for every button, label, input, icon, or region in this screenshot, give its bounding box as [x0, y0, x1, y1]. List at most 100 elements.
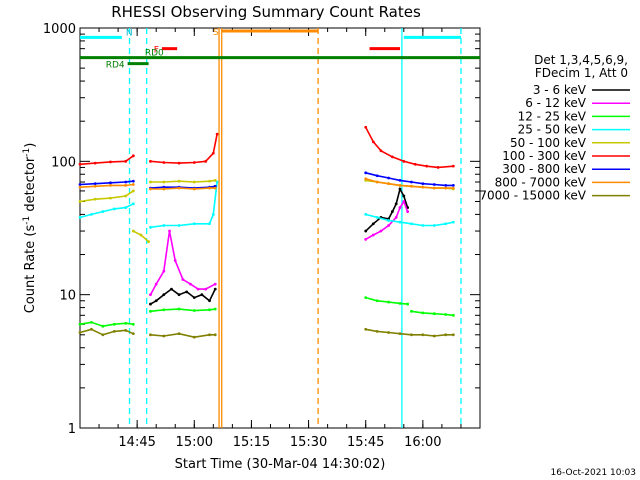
data-point	[90, 320, 93, 324]
data-point	[192, 309, 196, 312]
data-point	[192, 180, 196, 184]
legend-header-2: FDecim 1, Att 0	[535, 66, 628, 80]
data-point	[90, 327, 93, 331]
data-point	[147, 240, 150, 244]
data-point	[364, 237, 368, 241]
data-point	[213, 307, 217, 311]
data-point	[387, 176, 390, 180]
legend-label: 100 - 300 keV	[502, 149, 586, 163]
data-point	[78, 200, 82, 203]
chart-title: RHESSI Observing Summary Count Rates	[111, 3, 421, 21]
data-point	[371, 140, 375, 144]
data-point	[444, 183, 448, 187]
data-point	[78, 185, 82, 189]
data-point	[131, 229, 135, 233]
x-tick-label: 15:00	[176, 435, 213, 450]
data-point	[402, 200, 406, 203]
data-point	[444, 186, 448, 190]
data-point	[124, 180, 128, 184]
data-point	[421, 185, 425, 189]
series-5	[78, 125, 455, 169]
data-point	[421, 311, 425, 315]
data-point	[124, 321, 128, 325]
x-tick-label: 15:45	[347, 435, 384, 450]
data-point	[375, 215, 379, 219]
data-point	[410, 180, 413, 184]
data-point	[109, 183, 112, 187]
data-point	[90, 212, 93, 216]
data-point	[162, 293, 166, 297]
data-point	[131, 179, 135, 183]
plot-frame	[79, 27, 481, 429]
data-point	[402, 159, 406, 163]
series-3	[78, 180, 455, 229]
data-point	[200, 293, 204, 297]
data-point	[162, 334, 166, 338]
data-point	[204, 287, 208, 291]
data-point	[410, 333, 413, 337]
data-point	[162, 187, 166, 191]
data-point	[192, 187, 196, 191]
data-point	[444, 313, 448, 316]
series-line	[150, 187, 216, 190]
data-point	[432, 334, 436, 338]
vertical-markers	[128, 28, 462, 428]
data-point	[109, 181, 112, 185]
legend-label: 25 - 50 keV	[518, 123, 587, 137]
data-point	[78, 183, 82, 186]
legend-label: 12 - 25 keV	[518, 109, 587, 123]
data-point	[432, 224, 436, 227]
data-point	[371, 222, 375, 226]
data-point	[213, 282, 217, 286]
data-point	[364, 229, 368, 233]
data-point	[93, 184, 97, 188]
x-axis: 14:45 15:00 15:15 15:30 15:45 16:00	[79, 28, 481, 450]
data-point	[211, 151, 215, 155]
data-point	[109, 160, 112, 164]
series-line	[150, 179, 216, 183]
data-point	[149, 302, 152, 306]
legend-label: 50 - 100 keV	[510, 136, 587, 150]
data-point	[402, 194, 406, 198]
data-point	[78, 215, 82, 219]
data-point	[170, 287, 173, 291]
data-point	[196, 287, 200, 291]
y-tick-label: 100	[51, 155, 76, 170]
data-point	[101, 210, 105, 213]
data-point	[149, 309, 152, 313]
y-axis-label-sup2: -1	[22, 148, 32, 157]
data-point	[208, 308, 211, 312]
data-point	[93, 182, 97, 186]
flag-label: N	[126, 28, 133, 38]
data-point	[131, 189, 135, 193]
data-point	[215, 180, 219, 184]
data-point	[364, 171, 368, 175]
data-point	[432, 183, 436, 186]
data-point	[398, 206, 402, 209]
series-line	[150, 332, 216, 339]
series-6	[78, 171, 455, 190]
data-point	[406, 210, 410, 213]
data-point	[432, 186, 436, 190]
legend: Det 1,3,4,5,6,9, FDecim 1, Att 0 3 - 6 k…	[479, 53, 630, 203]
data-point	[162, 161, 166, 164]
y-axis-label-main: Count Rate (s	[23, 225, 38, 314]
data-point	[78, 331, 82, 334]
y-tick-label: 1	[68, 422, 76, 437]
data-point	[375, 174, 379, 178]
data-point	[375, 180, 379, 184]
series-line	[365, 172, 454, 187]
data-point	[131, 202, 135, 206]
data-point	[410, 222, 413, 226]
data-point	[149, 180, 152, 184]
legend-label: 3 - 6 keV	[533, 83, 587, 97]
data-point	[364, 296, 368, 300]
data-point	[124, 159, 128, 163]
data-point	[398, 178, 402, 182]
data-point	[168, 229, 171, 233]
legend-label: 6 - 12 keV	[525, 96, 587, 110]
legend-label: 800 - 7000 keV	[495, 175, 587, 189]
series-line	[149, 230, 216, 296]
data-point	[398, 220, 402, 224]
